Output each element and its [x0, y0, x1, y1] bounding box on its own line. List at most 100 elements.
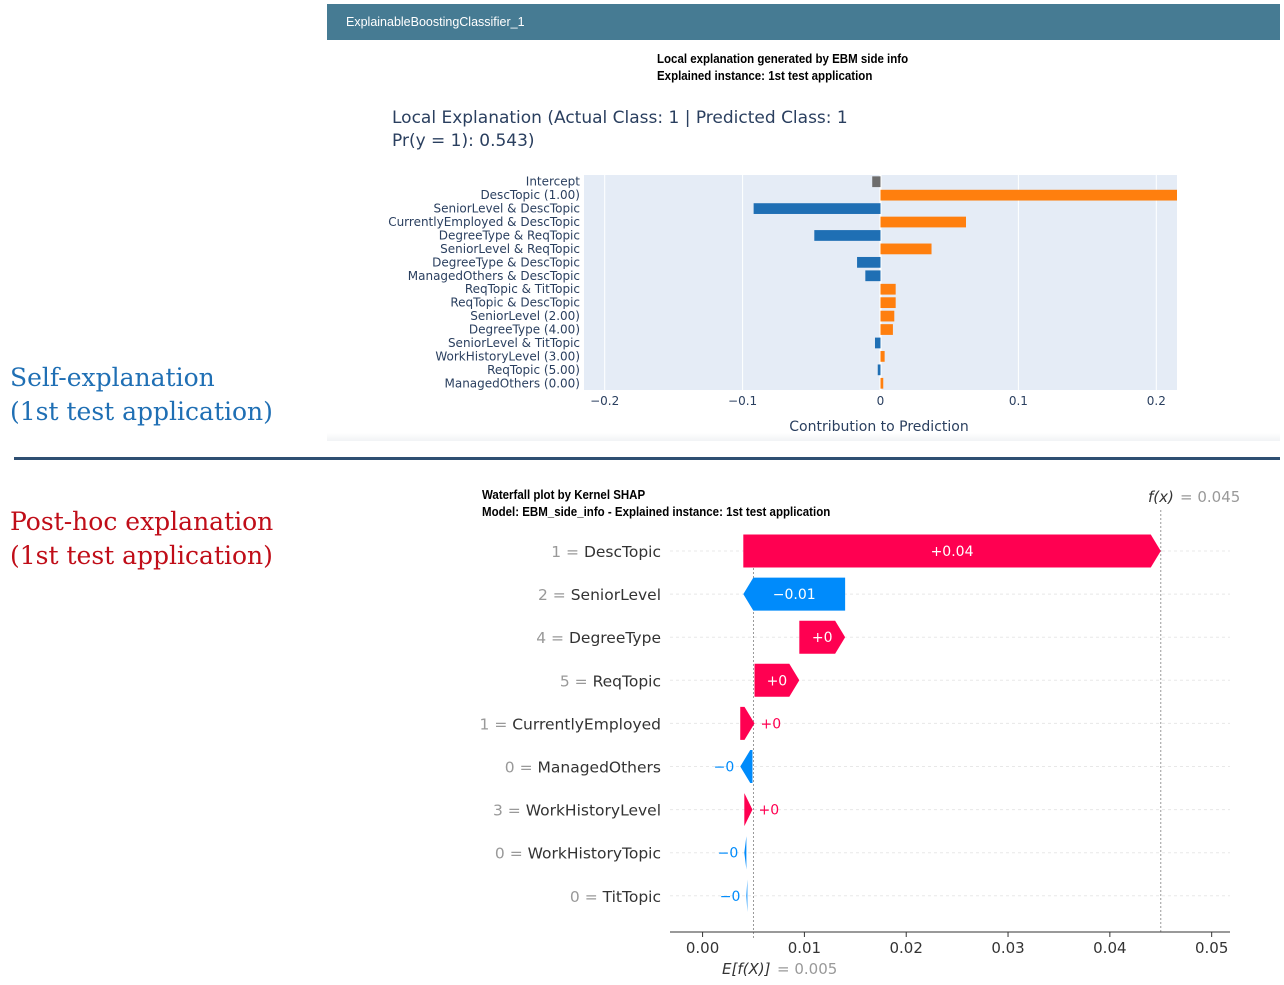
shap-feature-value: 0 = — [505, 759, 538, 777]
ebm-feature-label: DescTopic (1.00) — [480, 188, 580, 202]
ebm-feature-label: WorkHistoryLevel (3.00) — [435, 349, 580, 363]
shap-bar-value: −0 — [718, 846, 739, 862]
ebm-feature-label: SeniorLevel & DescTopic — [433, 202, 580, 216]
shap-bar-value: +0.04 — [931, 544, 974, 560]
model-tab-header[interactable]: ExplainableBoostingClassifier_1 — [327, 4, 1280, 40]
shap-x-tick-label: 0.05 — [1195, 939, 1228, 957]
shap-feature-value: 3 = — [493, 802, 526, 820]
ebm-bar — [865, 270, 881, 282]
ebm-bar — [880, 351, 885, 362]
ebm-feature-label: SeniorLevel & TitTopic — [448, 336, 580, 350]
efx-label: E[f(X)] — [722, 960, 771, 978]
ebm-feature-label: CurrentlyEmployed & DescTopic — [388, 215, 580, 229]
ebm-subtitle: Local explanation generated by EBM side … — [657, 51, 908, 85]
ebm-x-tick-label: 0.2 — [1147, 394, 1166, 408]
posthoc-explanation-line2: (1st test application) — [10, 541, 273, 570]
shap-bar — [744, 836, 747, 870]
shap-bars: +0.04 −0.01 +0 +0 +0 −0 +0 −0 −0 — [714, 534, 1161, 913]
model-tab-title: ExplainableBoostingClassifier_1 — [346, 15, 525, 29]
shap-feature-value: 1 = — [551, 543, 584, 561]
ebm-bar — [877, 364, 881, 376]
shap-feature-label: 0 = WorkHistoryTopic — [495, 845, 661, 863]
shap-subtitle-line2: Model: EBM_side_info - Explained instanc… — [482, 505, 831, 519]
ebm-feature-label: DegreeType (4.00) — [469, 323, 580, 337]
self-explanation-line1: Self-explanation — [10, 363, 215, 392]
self-explanation-label: Self-explanation (1st test application) — [10, 361, 273, 429]
shap-bar-value: −0 — [720, 889, 741, 905]
shap-feature-label: 0 = ManagedOthers — [505, 759, 661, 777]
ebm-x-ticks: −0.2 −0.1 0 0.1 0.2 — [590, 394, 1166, 408]
shap-x-tick-label: 0.01 — [788, 939, 821, 957]
fx-value: = 0.045 — [1180, 488, 1240, 506]
shap-feature-value: 0 = — [570, 888, 603, 906]
shap-subtitle-line1: Waterfall plot by Kernel SHAP — [482, 488, 646, 502]
self-explanation-line2: (1st test application) — [10, 397, 273, 426]
ebm-bars — [753, 176, 1177, 389]
shap-feature-value: 1 = — [480, 715, 513, 733]
ebm-bar — [753, 203, 881, 214]
ebm-x-tick-label: −0.1 — [728, 394, 757, 408]
shap-bar — [740, 750, 753, 783]
ebm-bar — [880, 189, 1177, 201]
section-divider — [14, 457, 1280, 460]
shap-bar — [799, 620, 846, 654]
ebm-x-tick-label: −0.2 — [590, 394, 619, 408]
ebm-feature-label: Intercept — [526, 175, 581, 189]
shap-feature-name: ReqTopic — [593, 672, 661, 690]
ebm-feature-label: ManagedOthers & DescTopic — [408, 269, 580, 283]
shap-feature-label: 0 = TitTopic — [570, 888, 661, 906]
shap-feature-label: 3 = WorkHistoryLevel — [493, 802, 661, 820]
shap-x-tick-label: 0.02 — [890, 939, 923, 957]
ebm-bar — [880, 283, 896, 295]
shap-bar — [744, 793, 753, 827]
ebm-feature-label: ReqTopic (5.00) — [487, 363, 580, 377]
ebm-x-tick-label: 0.1 — [1009, 394, 1028, 408]
ebm-feature-label: SeniorLevel (2.00) — [470, 309, 580, 323]
ebm-bar — [857, 256, 881, 268]
ebm-feature-label: ReqTopic & DescTopic — [450, 296, 580, 310]
shap-guide-lines — [670, 510, 1230, 940]
shap-bar-value: +0 — [767, 673, 788, 689]
ebm-feature-label: DegreeType & DescTopic — [432, 255, 580, 269]
ebm-feature-label: ReqTopic & TitTopic — [465, 282, 580, 296]
shap-bar-value: +0 — [761, 716, 782, 732]
ebm-bar — [880, 243, 932, 255]
ebm-panel-footer — [327, 433, 1280, 441]
shap-bar-value: −0 — [714, 760, 735, 776]
shap-bar-value: +0 — [812, 630, 833, 646]
shap-bar-value: +0 — [758, 803, 779, 819]
ebm-bar — [880, 377, 884, 389]
shap-feature-value: 2 = — [538, 586, 571, 604]
shap-feature-label: 1 = DescTopic — [551, 543, 661, 561]
shap-feature-value: 4 = — [536, 629, 569, 647]
ebm-feature-label: SeniorLevel & ReqTopic — [440, 242, 580, 256]
shap-feature-name: WorkHistoryTopic — [528, 845, 661, 863]
shap-feature-name: WorkHistoryLevel — [526, 802, 661, 820]
ebm-chart-title-line1: Local Explanation (Actual Class: 1 | Pre… — [392, 108, 848, 128]
shap-feature-name: DegreeType — [569, 629, 661, 647]
shap-bar — [743, 577, 846, 611]
ebm-bar — [880, 310, 895, 322]
shap-bar — [743, 534, 1161, 568]
ebm-subtitle-line1: Local explanation generated by EBM side … — [657, 52, 909, 66]
ebm-feature-label: DegreeType & ReqTopic — [439, 228, 580, 242]
ebm-chart: Local Explanation (Actual Class: 1 | Pre… — [388, 108, 1177, 435]
shap-bar — [740, 706, 755, 740]
posthoc-explanation-label: Post-hoc explanation (1st test applicati… — [10, 505, 273, 573]
shap-feature-label: 4 = DegreeType — [536, 629, 661, 647]
shap-feature-label: 5 = ReqTopic — [560, 672, 661, 690]
shap-feature-name: CurrentlyEmployed — [512, 715, 661, 733]
shap-feature-value: 0 = — [495, 845, 528, 863]
shap-feature-value: 5 = — [560, 672, 593, 690]
ebm-bar — [814, 230, 881, 241]
efx-value: = 0.005 — [777, 960, 837, 978]
fx-label: f(x) — [1148, 488, 1174, 506]
ebm-bar — [880, 324, 893, 335]
ebm-x-tick-label: 0 — [877, 394, 885, 408]
shap-feature-name: SeniorLevel — [571, 586, 661, 604]
shap-waterfall-chart: +0.04 −0.01 +0 +0 +0 −0 +0 −0 −0 1 = DescTopic 2 … — [480, 488, 1241, 978]
shap-x-tick-label: 0.04 — [1093, 939, 1126, 957]
ebm-bar — [880, 297, 896, 309]
